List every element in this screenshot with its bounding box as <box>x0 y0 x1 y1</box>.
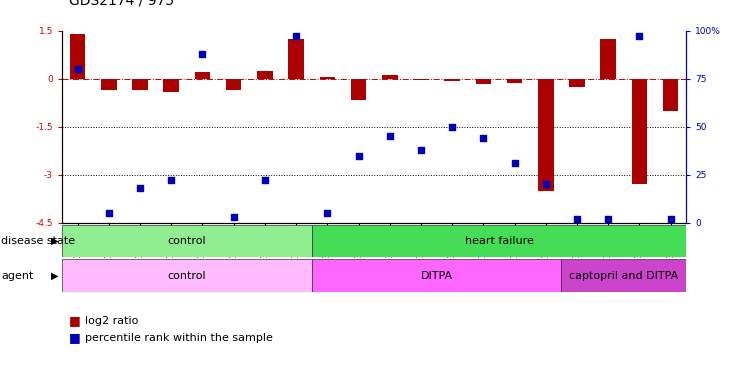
Point <box>509 160 520 166</box>
Point <box>415 147 427 153</box>
Bar <box>600 39 616 79</box>
Point <box>166 177 177 184</box>
Bar <box>195 72 210 79</box>
Point <box>602 216 614 222</box>
Bar <box>312 225 686 257</box>
Bar <box>132 79 148 90</box>
Point <box>259 177 271 184</box>
Point <box>321 210 333 216</box>
Point <box>291 33 302 40</box>
Point <box>665 216 677 222</box>
Bar <box>631 79 648 184</box>
Bar <box>663 79 678 111</box>
Text: disease state: disease state <box>1 236 76 246</box>
Bar <box>62 259 312 292</box>
Point <box>477 135 489 141</box>
Bar <box>257 71 273 79</box>
Text: ▶: ▶ <box>51 236 58 246</box>
Bar <box>413 79 429 80</box>
Point <box>353 152 364 159</box>
Bar <box>507 79 523 83</box>
Text: captopril and DITPA: captopril and DITPA <box>569 270 678 281</box>
Text: log2 ratio: log2 ratio <box>85 316 139 326</box>
Bar <box>312 259 561 292</box>
Bar <box>226 79 242 90</box>
Bar <box>445 79 460 81</box>
Bar <box>569 79 585 87</box>
Point <box>228 214 239 220</box>
Point <box>196 51 208 57</box>
Point <box>634 33 645 40</box>
Text: percentile rank within the sample: percentile rank within the sample <box>85 333 273 343</box>
Bar <box>320 77 335 79</box>
Bar <box>288 39 304 79</box>
Bar <box>561 259 686 292</box>
Text: DITPA: DITPA <box>420 270 453 281</box>
Bar <box>70 34 85 79</box>
Point <box>446 124 458 130</box>
Text: agent: agent <box>1 270 34 281</box>
Text: control: control <box>168 236 206 246</box>
Text: heart failure: heart failure <box>464 236 534 246</box>
Point <box>540 181 552 187</box>
Point <box>134 185 146 191</box>
Text: GDS2174 / 975: GDS2174 / 975 <box>69 0 174 8</box>
Bar <box>350 79 366 99</box>
Text: ■: ■ <box>69 331 81 344</box>
Text: control: control <box>168 270 206 281</box>
Bar <box>62 225 312 257</box>
Bar <box>538 79 553 191</box>
Point <box>103 210 115 216</box>
Point <box>72 66 83 72</box>
Point <box>384 133 396 139</box>
Text: ■: ■ <box>69 314 81 327</box>
Bar <box>382 75 398 79</box>
Point <box>571 216 583 222</box>
Bar <box>164 79 179 91</box>
Bar <box>101 79 117 90</box>
Bar <box>475 79 491 84</box>
Text: ▶: ▶ <box>51 270 58 281</box>
